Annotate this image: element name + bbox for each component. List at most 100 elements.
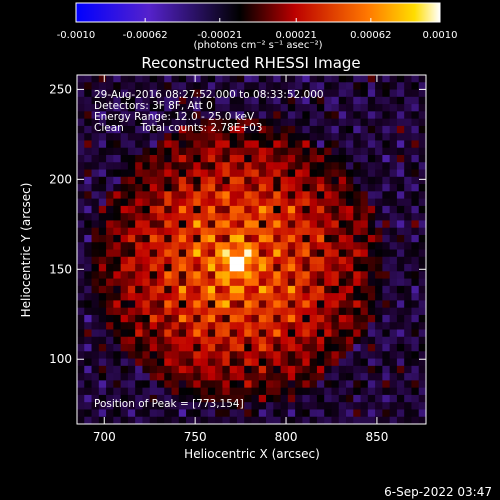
- heatmap-cell: [295, 191, 303, 199]
- heatmap-cell: [331, 409, 340, 418]
- heatmap-cell: [302, 336, 311, 345]
- heatmap-cell: [127, 293, 136, 301]
- heatmap-cell: [367, 75, 376, 83]
- heatmap-cell: [375, 125, 383, 134]
- heatmap-cell: [215, 133, 223, 141]
- heatmap-cell: [251, 205, 260, 214]
- heatmap-cell: [331, 278, 340, 287]
- heatmap-cell: [244, 329, 252, 338]
- heatmap-cell: [266, 213, 274, 221]
- heatmap-cell: [193, 402, 201, 410]
- heatmap-cell: [251, 373, 260, 381]
- heatmap-cell: [331, 307, 340, 316]
- heatmap-cell: [193, 227, 201, 236]
- heatmap-cell: [222, 380, 231, 389]
- heatmap-cell: [266, 387, 274, 396]
- heatmap-cell: [244, 125, 252, 134]
- heatmap-cell: [236, 227, 245, 236]
- heatmap-cell: [207, 380, 216, 389]
- heatmap-cell: [135, 307, 143, 316]
- heatmap-cell: [295, 249, 303, 258]
- heatmap-cell: [127, 75, 136, 83]
- heatmap-cell: [156, 89, 165, 98]
- heatmap-cell: [135, 147, 143, 156]
- heatmap-cell: [360, 409, 369, 418]
- heatmap-cell: [106, 205, 114, 214]
- heatmap-cell: [222, 271, 231, 279]
- heatmap-cell: [77, 358, 85, 367]
- heatmap-cell: [280, 249, 289, 258]
- heatmap-cell: [215, 344, 223, 352]
- heatmap-cell: [178, 242, 187, 250]
- heatmap-cell: [113, 213, 122, 221]
- heatmap-cell: [178, 416, 187, 424]
- heatmap-cell: [396, 293, 405, 301]
- heatmap-cell: [207, 307, 216, 316]
- heatmap-cell: [142, 409, 151, 418]
- heatmap-cell: [156, 416, 165, 424]
- heatmap-cell: [164, 176, 172, 185]
- heatmap-cell: [280, 300, 289, 309]
- heatmap-cell: [280, 220, 289, 229]
- heatmap-cell: [251, 220, 260, 229]
- heatmap-cell: [207, 351, 216, 359]
- heatmap-cell: [149, 264, 158, 272]
- heatmap-cell: [258, 249, 267, 258]
- heatmap-cell: [127, 409, 136, 418]
- heatmap-cell: [375, 365, 383, 374]
- heatmap-cell: [346, 104, 354, 112]
- heatmap-cell: [338, 220, 347, 229]
- heatmap-cell: [215, 242, 223, 250]
- heatmap-cell: [396, 133, 405, 141]
- heatmap-cell: [375, 205, 383, 214]
- heatmap-cell: [178, 256, 187, 265]
- heatmap-cell: [106, 176, 114, 185]
- heatmap-cell: [142, 365, 151, 374]
- heatmap-cell: [367, 234, 376, 243]
- heatmap-cell: [178, 89, 187, 98]
- heatmap-cell: [229, 409, 238, 418]
- heatmap-cell: [84, 402, 92, 410]
- heatmap-cell: [266, 162, 274, 170]
- heatmap-cell: [127, 249, 136, 258]
- heatmap-cell: [207, 344, 216, 352]
- heatmap-cell: [156, 227, 165, 236]
- heatmap-cell: [222, 307, 231, 316]
- heatmap-cell: [207, 278, 216, 287]
- heatmap-cell: [251, 344, 260, 352]
- heatmap-cell: [273, 118, 281, 127]
- heatmap-cell: [84, 314, 92, 323]
- heatmap-cell: [244, 322, 252, 330]
- heatmap-cell: [156, 234, 165, 243]
- heatmap-cell: [186, 169, 194, 178]
- heatmap-cell: [171, 227, 180, 236]
- heatmap-cell: [266, 184, 274, 192]
- heatmap-cell: [149, 365, 158, 374]
- heatmap-cell: [186, 220, 194, 229]
- heatmap-cell: [222, 278, 231, 287]
- heatmap-cell: [353, 147, 361, 156]
- heatmap-cell: [164, 184, 172, 192]
- heatmap-cell: [375, 256, 383, 265]
- heatmap-cell: [251, 307, 260, 316]
- heatmap-cell: [266, 96, 274, 105]
- heatmap-cell: [222, 176, 231, 185]
- heatmap-cell: [418, 147, 426, 156]
- heatmap-cell: [156, 133, 165, 141]
- heatmap-cell: [302, 380, 311, 389]
- heatmap-cell: [222, 322, 231, 330]
- heatmap-cell: [91, 118, 100, 127]
- heatmap-cell: [396, 271, 405, 279]
- heatmap-cell: [77, 314, 85, 323]
- heatmap-cell: [200, 373, 209, 381]
- heatmap-cell: [200, 256, 209, 265]
- heatmap-cell: [375, 336, 383, 345]
- chart-title: Reconstructed RHESSI Image: [141, 54, 360, 72]
- heatmap-cell: [178, 322, 187, 330]
- heatmap-cell: [353, 96, 361, 105]
- heatmap-cell: [353, 242, 361, 250]
- heatmap-cell: [353, 198, 361, 207]
- heatmap-cell: [200, 300, 209, 309]
- heatmap-cell: [142, 249, 151, 258]
- heatmap-cell: [120, 256, 129, 265]
